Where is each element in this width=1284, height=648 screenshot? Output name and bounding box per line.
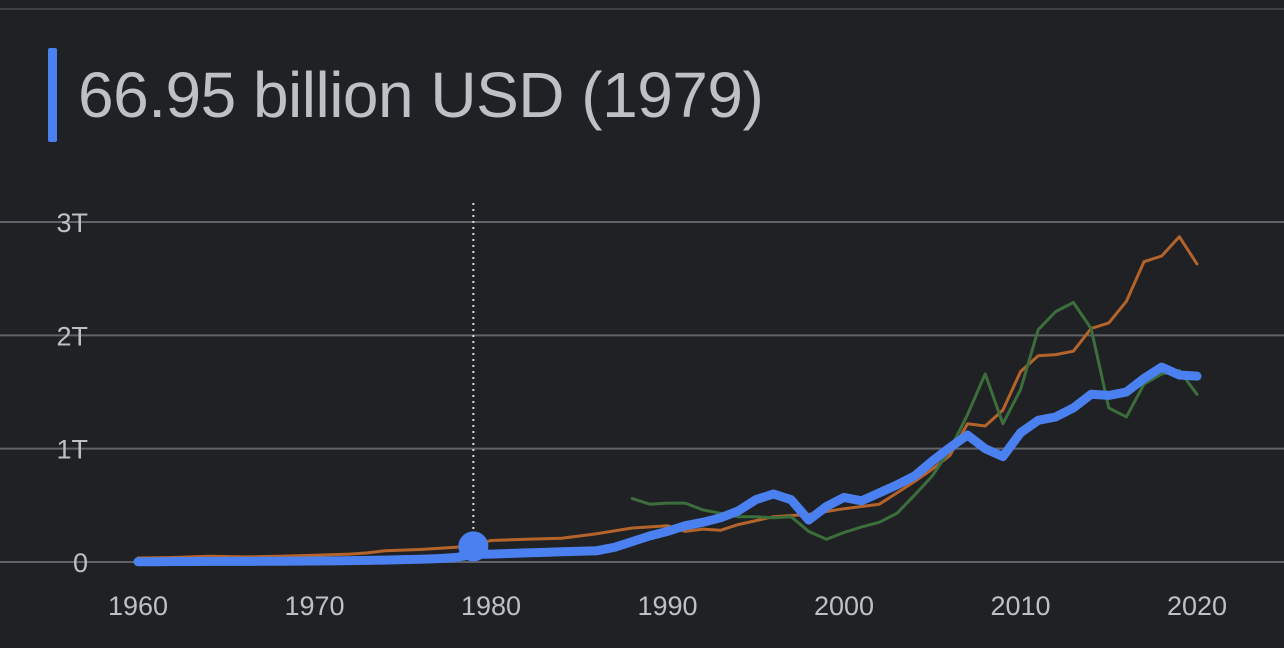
series-lines — [133, 235, 1202, 567]
y-tick-label: 1T — [56, 435, 88, 465]
x-tick-label: 2010 — [990, 591, 1050, 621]
series-line-primary — [133, 362, 1202, 567]
x-tick-label: 2000 — [814, 591, 874, 621]
y-tick-label: 0 — [73, 548, 88, 578]
highlight-point[interactable] — [458, 531, 489, 562]
series-line-1 — [136, 235, 1199, 560]
series-line-2 — [630, 301, 1199, 541]
top-divider — [0, 8, 1284, 10]
highlight-layer[interactable] — [458, 203, 489, 562]
x-tick-label: 1980 — [461, 591, 521, 621]
axis-ticks: 0 1T 2T 3T 1960 1970 1980 1990 2000 2010 2020 — [56, 208, 1227, 621]
x-tick-label: 1990 — [637, 591, 697, 621]
headline: 66.95 billion USD (1979) — [48, 48, 764, 142]
x-tick-label: 1960 — [108, 591, 168, 621]
x-tick-label: 2020 — [1167, 591, 1227, 621]
headline-series-marker — [48, 48, 57, 142]
headline-value: 66.95 billion USD (1979) — [78, 59, 764, 131]
x-tick-label: 1970 — [284, 591, 344, 621]
y-tick-label: 3T — [56, 208, 88, 238]
y-tick-label: 2T — [56, 321, 88, 351]
